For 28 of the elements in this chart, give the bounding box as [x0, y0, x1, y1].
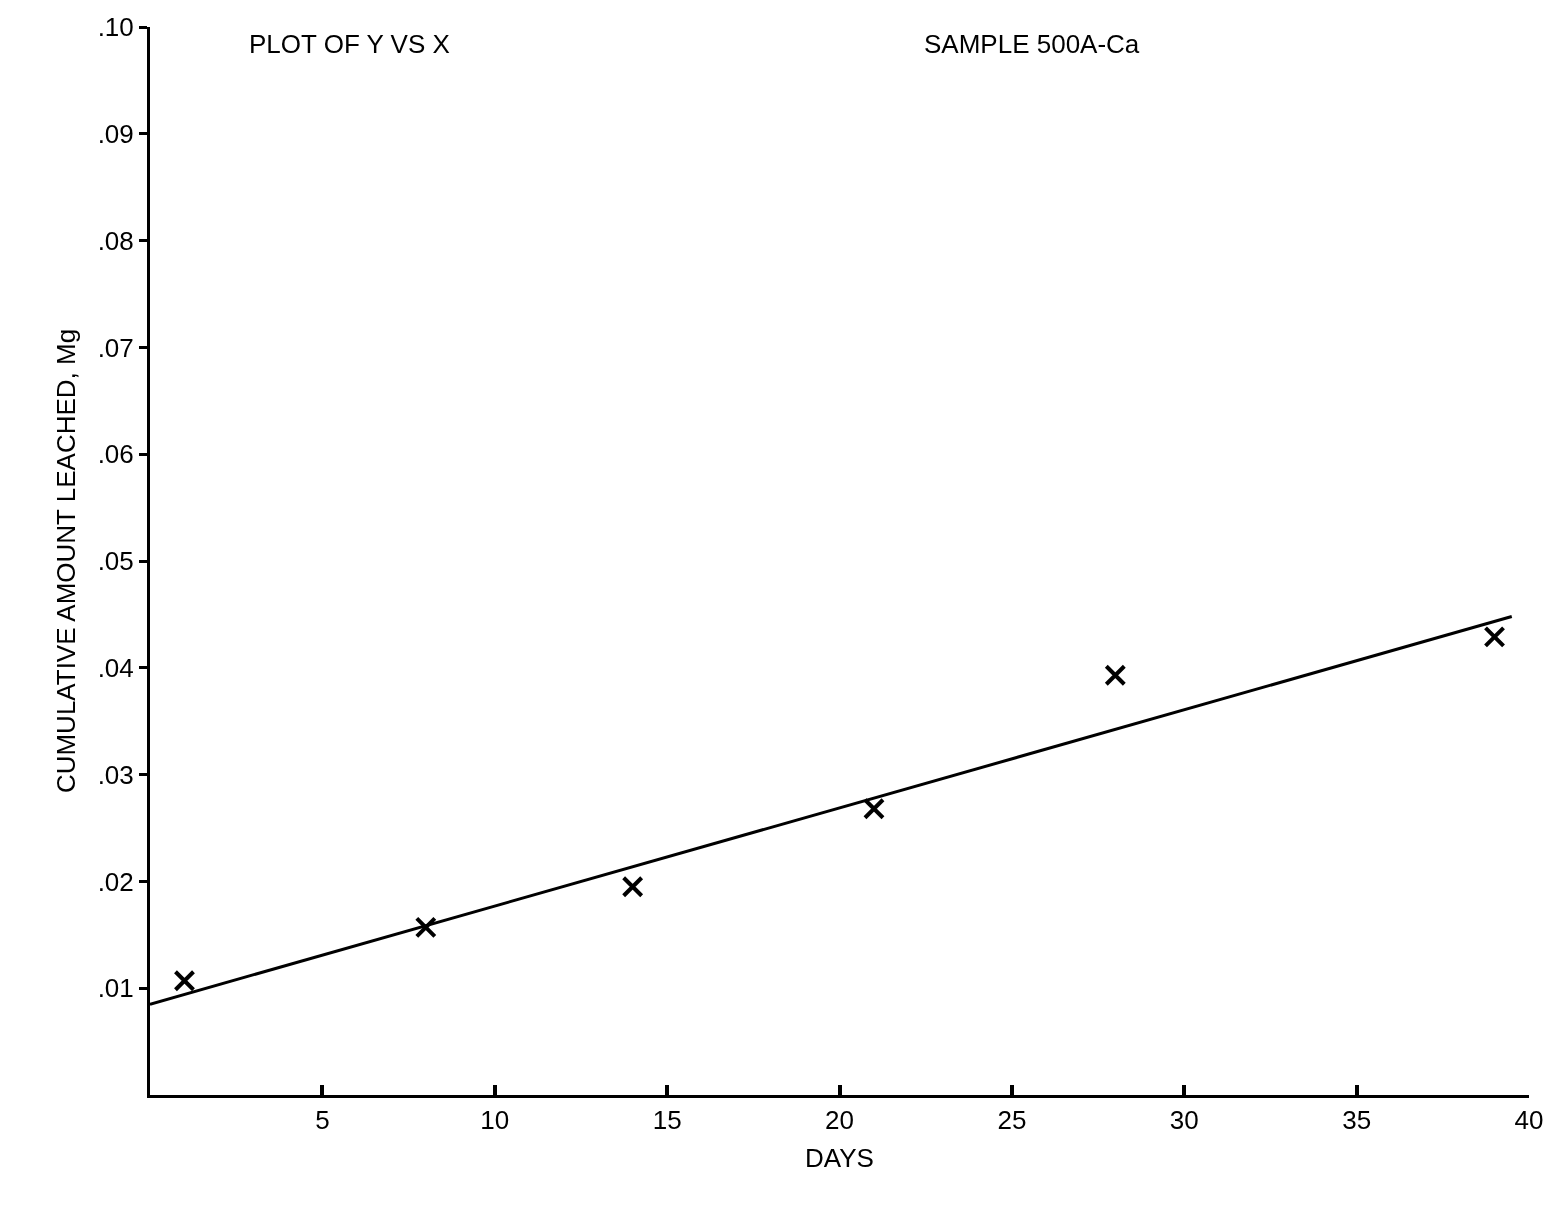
y-tick-label: .02	[97, 866, 134, 897]
annotation: SAMPLE 500A-Ca	[924, 29, 1140, 59]
x-tick-label: 20	[825, 1105, 854, 1136]
point	[1104, 664, 1127, 687]
point	[414, 916, 437, 939]
x-axis-title: DAYS	[805, 1142, 874, 1173]
point	[173, 969, 196, 992]
x-tick-label: 30	[1169, 1105, 1199, 1136]
y-tick-label: .05	[97, 546, 134, 577]
y-tick-label: .10	[97, 12, 134, 43]
x-tick-label: 40	[1514, 1105, 1544, 1136]
y-tick-label: .03	[97, 759, 134, 790]
x-tick-label: 10	[480, 1105, 510, 1136]
y-tick-label: .06	[97, 439, 134, 470]
x-tick-label: 35	[1342, 1105, 1372, 1136]
y-tick-label: .09	[97, 118, 134, 149]
point	[1483, 625, 1506, 648]
y-tick-label: .07	[97, 332, 134, 363]
point	[862, 797, 885, 820]
annotation: PLOT OF Y VS X	[249, 29, 450, 59]
x-tick-label: 25	[997, 1105, 1027, 1136]
x-tick-label: 5	[315, 1105, 330, 1136]
x-tick-label: 15	[652, 1105, 682, 1136]
y-axis-title: CUMULATIVE AMOUNT LEACHED, Mg	[51, 328, 82, 794]
point	[621, 875, 644, 898]
y-tick-label: .01	[97, 973, 134, 1004]
y-tick-label: .04	[97, 652, 134, 683]
y-tick-label: .08	[97, 225, 134, 256]
